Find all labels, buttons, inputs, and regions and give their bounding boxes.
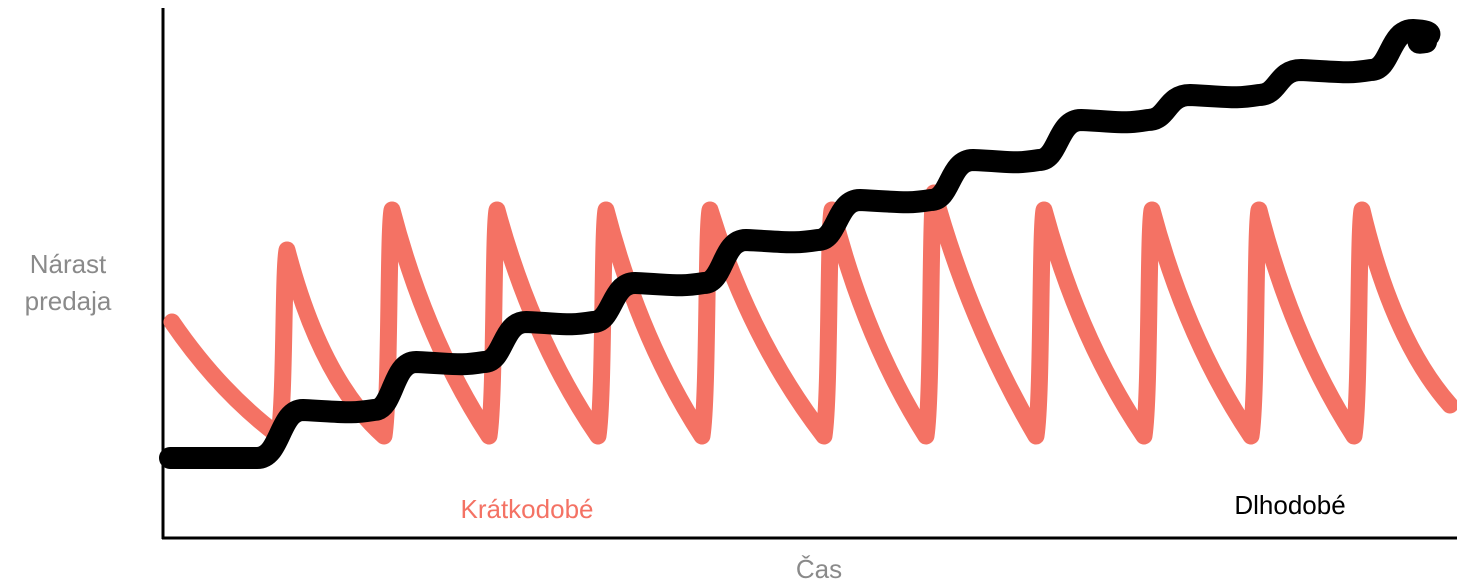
y-axis-label-line-1: Nárast bbox=[30, 249, 107, 279]
long-term-series-line bbox=[159, 19, 1441, 469]
short-term-series-line bbox=[163, 184, 1457, 445]
long-term-series-label: Dlhodobé bbox=[1234, 490, 1345, 520]
short-term-series-label: Krátkodobé bbox=[461, 494, 594, 524]
x-axis-label: Čas bbox=[796, 554, 842, 583]
y-axis-label-line-2: predaja bbox=[25, 286, 112, 316]
